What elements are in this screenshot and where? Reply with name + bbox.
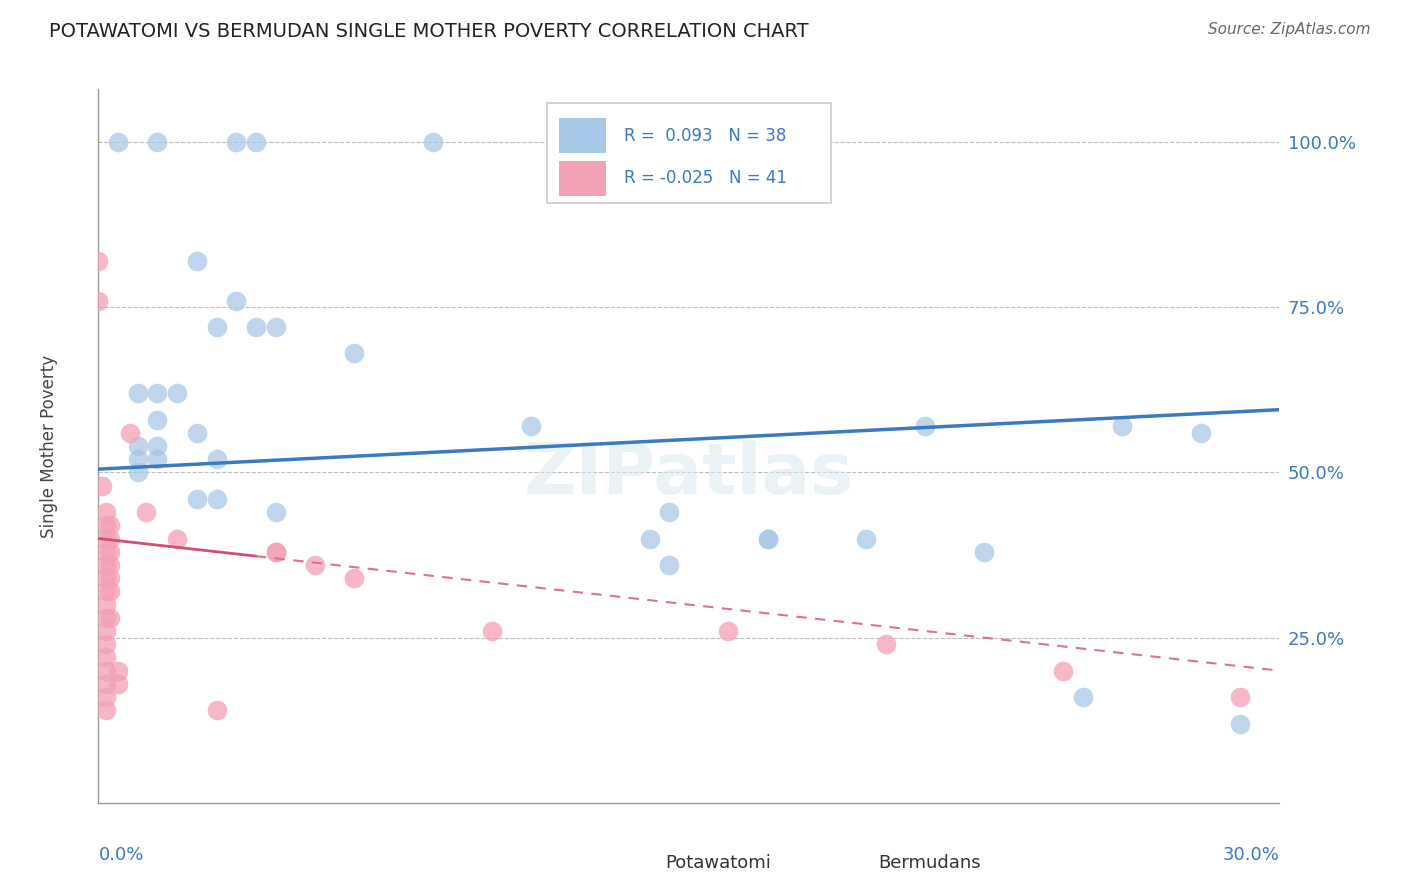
Point xyxy=(96,611,118,625)
Point xyxy=(186,491,208,506)
Point xyxy=(107,677,129,691)
Point xyxy=(717,624,740,638)
Text: R = -0.025   N = 41: R = -0.025 N = 41 xyxy=(624,169,787,187)
Point xyxy=(96,558,118,572)
Text: 30.0%: 30.0% xyxy=(1223,846,1279,863)
Point xyxy=(146,386,169,401)
Point xyxy=(225,135,247,149)
Point xyxy=(166,532,188,546)
Point xyxy=(98,558,121,572)
Text: 0.0%: 0.0% xyxy=(98,846,143,863)
Point xyxy=(96,664,118,678)
Point xyxy=(127,466,149,480)
Point xyxy=(127,452,149,467)
Point xyxy=(186,425,208,440)
Text: R =  0.093   N = 38: R = 0.093 N = 38 xyxy=(624,127,786,145)
Point xyxy=(638,532,661,546)
Point xyxy=(304,558,326,572)
Point xyxy=(96,532,118,546)
Point xyxy=(146,135,169,149)
Point xyxy=(1052,664,1074,678)
Point xyxy=(756,532,779,546)
Point xyxy=(756,532,779,546)
Point xyxy=(96,624,118,638)
Point xyxy=(875,637,897,651)
Point xyxy=(98,611,121,625)
Point xyxy=(245,320,267,334)
Point xyxy=(205,703,228,717)
Point xyxy=(146,439,169,453)
Point xyxy=(96,703,118,717)
Point xyxy=(127,439,149,453)
Point xyxy=(225,293,247,308)
Point xyxy=(107,135,129,149)
Point xyxy=(343,571,366,585)
Point xyxy=(96,598,118,612)
Bar xyxy=(560,161,606,196)
Point xyxy=(98,584,121,599)
Point xyxy=(205,491,228,506)
Point xyxy=(245,135,267,149)
Point xyxy=(98,571,121,585)
Text: Bermudans: Bermudans xyxy=(877,855,980,872)
Text: Source: ZipAtlas.com: Source: ZipAtlas.com xyxy=(1208,22,1371,37)
Point xyxy=(96,637,118,651)
Point xyxy=(658,505,681,519)
Point xyxy=(118,425,141,440)
Point xyxy=(146,412,169,426)
Point xyxy=(264,320,287,334)
Point xyxy=(520,419,543,434)
Point xyxy=(973,545,995,559)
Point xyxy=(96,545,118,559)
Bar xyxy=(831,849,866,878)
Point xyxy=(96,571,118,585)
Point xyxy=(481,624,503,638)
Point xyxy=(658,558,681,572)
Point xyxy=(1111,419,1133,434)
Point xyxy=(146,452,169,467)
Point xyxy=(186,254,208,268)
Point xyxy=(96,518,118,533)
Point xyxy=(96,584,118,599)
Point xyxy=(87,293,110,308)
Point xyxy=(264,505,287,519)
Point xyxy=(264,545,287,559)
Point xyxy=(343,346,366,360)
Point xyxy=(91,478,114,492)
Point xyxy=(96,505,118,519)
Point xyxy=(1229,690,1251,704)
Point xyxy=(1229,716,1251,731)
Text: Single Mother Poverty: Single Mother Poverty xyxy=(39,354,58,538)
Point xyxy=(96,650,118,665)
Point xyxy=(98,532,121,546)
Point xyxy=(1189,425,1212,440)
Point xyxy=(107,664,129,678)
Point xyxy=(264,545,287,559)
Point xyxy=(98,545,121,559)
Point xyxy=(855,532,877,546)
Point xyxy=(205,452,228,467)
FancyBboxPatch shape xyxy=(547,103,831,203)
Point xyxy=(914,419,936,434)
Text: ZIPatlas: ZIPatlas xyxy=(524,440,853,509)
Bar xyxy=(560,118,606,153)
Point xyxy=(127,386,149,401)
Point xyxy=(87,254,110,268)
Point xyxy=(98,518,121,533)
Point xyxy=(205,320,228,334)
Point xyxy=(96,690,118,704)
Point xyxy=(422,135,444,149)
Text: POTAWATOMI VS BERMUDAN SINGLE MOTHER POVERTY CORRELATION CHART: POTAWATOMI VS BERMUDAN SINGLE MOTHER POV… xyxy=(49,22,808,41)
Point xyxy=(135,505,157,519)
Point xyxy=(96,677,118,691)
Point xyxy=(166,386,188,401)
Bar xyxy=(619,849,654,878)
Point xyxy=(1071,690,1094,704)
Text: Potawatomi: Potawatomi xyxy=(665,855,772,872)
